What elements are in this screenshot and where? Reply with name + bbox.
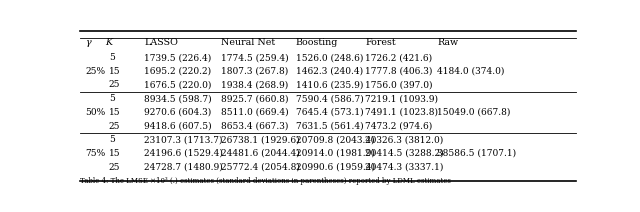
Text: 9270.6 (604.3): 9270.6 (604.3)	[145, 108, 212, 117]
Text: 38586.5 (1707.1): 38586.5 (1707.1)	[437, 149, 516, 158]
Text: 1462.3 (240.4): 1462.3 (240.4)	[296, 67, 363, 76]
Text: 25%: 25%	[85, 67, 105, 76]
Text: 1807.3 (267.8): 1807.3 (267.8)	[221, 67, 289, 76]
Text: 1526.0 (248.6): 1526.0 (248.6)	[296, 53, 363, 62]
Text: 24728.7 (1480.9): 24728.7 (1480.9)	[145, 163, 223, 172]
Text: 4184.0 (374.0): 4184.0 (374.0)	[437, 67, 504, 76]
Text: γ: γ	[85, 38, 91, 47]
Text: 25: 25	[109, 163, 120, 172]
Text: 15: 15	[109, 108, 120, 117]
Text: 75%: 75%	[85, 149, 105, 158]
Text: 20914.0 (1981.9): 20914.0 (1981.9)	[296, 149, 374, 158]
Text: 7631.5 (561.4): 7631.5 (561.4)	[296, 121, 364, 131]
Text: 7590.4 (586.7): 7590.4 (586.7)	[296, 94, 364, 103]
Text: 20414.5 (3288.2): 20414.5 (3288.2)	[365, 149, 444, 158]
Text: 1676.5 (220.0): 1676.5 (220.0)	[145, 81, 212, 89]
Text: Raw: Raw	[437, 38, 458, 47]
Text: 5: 5	[109, 53, 115, 62]
Text: 25: 25	[109, 121, 120, 131]
Text: 8653.4 (667.3): 8653.4 (667.3)	[221, 121, 289, 131]
Text: 20709.8 (2043.4): 20709.8 (2043.4)	[296, 135, 374, 144]
Text: 23107.3 (1713.7): 23107.3 (1713.7)	[145, 135, 223, 144]
Text: 15049.0 (667.8): 15049.0 (667.8)	[437, 108, 511, 117]
Text: 15: 15	[109, 149, 120, 158]
Text: Boosting: Boosting	[296, 38, 338, 47]
Text: 7473.2 (974.6): 7473.2 (974.6)	[365, 121, 433, 131]
Text: Table 4: The LMSE ×10³ (.) estimates (standard deviations in parentheses) report: Table 4: The LMSE ×10³ (.) estimates (st…	[80, 177, 451, 186]
Text: 9418.6 (607.5): 9418.6 (607.5)	[145, 121, 212, 131]
Text: 1938.4 (268.9): 1938.4 (268.9)	[221, 81, 289, 89]
Text: 8925.7 (660.8): 8925.7 (660.8)	[221, 94, 289, 103]
Text: 1695.2 (220.2): 1695.2 (220.2)	[145, 67, 212, 76]
Text: 15: 15	[109, 67, 120, 76]
Text: Forest: Forest	[365, 38, 396, 47]
Text: 25772.4 (2054.8): 25772.4 (2054.8)	[221, 163, 300, 172]
Text: 1726.2 (421.6): 1726.2 (421.6)	[365, 53, 433, 62]
Text: Neural Net: Neural Net	[221, 38, 275, 47]
Text: 50%: 50%	[85, 108, 105, 117]
Text: LASSO: LASSO	[145, 38, 179, 47]
Text: 25: 25	[109, 81, 120, 89]
Text: 7645.4 (573.1): 7645.4 (573.1)	[296, 108, 364, 117]
Text: 1739.5 (226.4): 1739.5 (226.4)	[145, 53, 212, 62]
Text: 5: 5	[109, 135, 115, 144]
Text: 20326.3 (3812.0): 20326.3 (3812.0)	[365, 135, 444, 144]
Text: 20990.6 (1959.4): 20990.6 (1959.4)	[296, 163, 375, 172]
Text: 8511.0 (669.4): 8511.0 (669.4)	[221, 108, 289, 117]
Text: 7219.1 (1093.9): 7219.1 (1093.9)	[365, 94, 438, 103]
Text: 1777.8 (406.3): 1777.8 (406.3)	[365, 67, 433, 76]
Text: 1756.0 (397.0): 1756.0 (397.0)	[365, 81, 433, 89]
Text: K: K	[105, 38, 113, 47]
Text: 7491.1 (1023.8): 7491.1 (1023.8)	[365, 108, 438, 117]
Text: 24196.6 (1529.4): 24196.6 (1529.4)	[145, 149, 223, 158]
Text: 1774.5 (259.4): 1774.5 (259.4)	[221, 53, 289, 62]
Text: 1410.6 (235.9): 1410.6 (235.9)	[296, 81, 363, 89]
Text: 26738.1 (1929.6): 26738.1 (1929.6)	[221, 135, 300, 144]
Text: 8934.5 (598.7): 8934.5 (598.7)	[145, 94, 212, 103]
Text: 20474.3 (3337.1): 20474.3 (3337.1)	[365, 163, 444, 172]
Text: 5: 5	[109, 94, 115, 103]
Text: 24481.6 (2044.4): 24481.6 (2044.4)	[221, 149, 300, 158]
